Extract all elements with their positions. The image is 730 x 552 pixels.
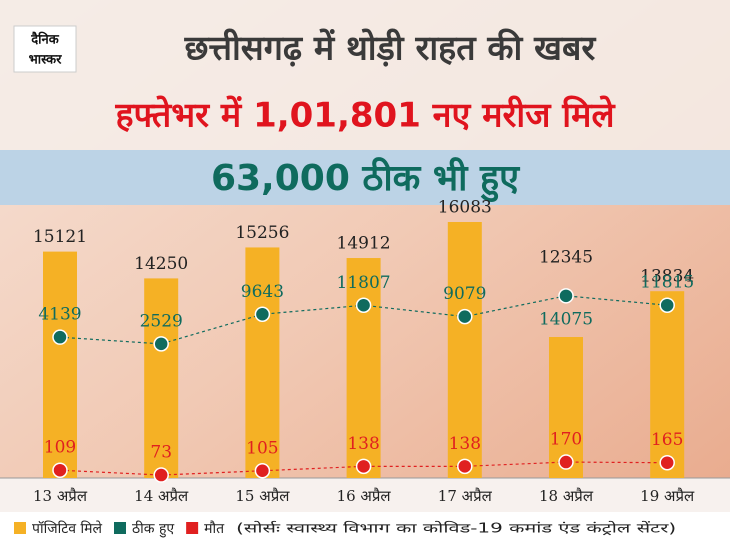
point [355, 297, 372, 314]
x-tick-label: 13 अप्रैल [33, 487, 88, 505]
chart-title: छत्तीसगढ़ में थोड़ी राहत की खबर [184, 28, 597, 69]
x-tick-label: 16 अप्रैल [337, 487, 392, 505]
point [52, 462, 68, 478]
annotation-band [0, 150, 730, 205]
point-value-label: 105 [246, 438, 278, 458]
point-value-label: 138 [347, 434, 379, 454]
point [457, 308, 473, 325]
point [659, 297, 675, 313]
point [153, 336, 169, 352]
legend-label: पॉजिटिव मिले [32, 520, 103, 537]
point-value-label: 11807 [337, 273, 391, 293]
legend: पॉजिटिव मिले ठीक हुए मौत (सोर्सः स्वास्थ्य … [14, 520, 676, 538]
bar [245, 247, 280, 478]
legend-swatch [186, 522, 199, 534]
bar [447, 222, 482, 478]
bar-value-label: 15256 [235, 223, 289, 243]
bar [43, 251, 77, 478]
point-value-label: 165 [651, 430, 683, 450]
x-tick-label: 19 अप्रैल [640, 487, 695, 505]
annotation: 63,000 ठीक भी हुए [211, 157, 521, 202]
source: (सोर्सः स्वास्थ्य विभाग का कोविड-19 कमां… [236, 521, 676, 537]
logo-text: भास्कर [29, 53, 63, 68]
x-tick-label: 18 अप्रैल [539, 487, 594, 505]
bar [650, 291, 685, 478]
bar-value-label: 16083 [438, 198, 492, 218]
point [558, 288, 574, 304]
legend-label: मौत [204, 520, 225, 537]
point-value-label: 138 [449, 434, 481, 454]
x-tick-label: 14 अप्रैल [134, 487, 189, 505]
point-value-label: 11815 [640, 273, 694, 293]
point-value-label: 73 [150, 443, 172, 463]
legend-label: ठीक हुए [132, 520, 174, 538]
point [355, 458, 372, 475]
logo [13, 25, 77, 73]
logo-text: दैनिक [30, 32, 59, 48]
point-value-label: 14075 [539, 309, 593, 329]
point-value-label: 170 [550, 430, 582, 450]
bar-value-label: 15121 [33, 227, 87, 247]
legend-swatch [114, 522, 126, 534]
axis-band [0, 478, 730, 512]
point-value-label: 9079 [443, 284, 486, 304]
chart-subtitle: हफ्तेभर में 1,01,801 नए मरीज मिले [115, 95, 617, 136]
x-tick-label: 15 अप्रैल [235, 487, 290, 505]
legend-swatch [14, 522, 26, 534]
point [52, 329, 68, 345]
bar-value-label: 13834 [640, 267, 694, 287]
point-value-label: 9643 [241, 282, 284, 302]
point [254, 463, 271, 479]
bar [144, 278, 179, 478]
point [153, 467, 169, 483]
bar [346, 258, 381, 478]
point [659, 454, 675, 471]
plot: 13 अप्रैल 14 अप्रैल 15 अप्रैल 16 अप्रैल 17 अ… [33, 198, 695, 506]
x-tick-label: 17 अप्रैल [438, 487, 493, 505]
bar-value-label: 14912 [337, 234, 391, 254]
bar-value-label: 14250 [134, 254, 188, 274]
point-value-label: 109 [44, 438, 76, 458]
point-value-label: 2529 [140, 311, 183, 331]
bar-value-label: 12345 [539, 247, 593, 267]
point [457, 458, 473, 475]
point [254, 306, 271, 323]
point [558, 454, 574, 470]
point-value-label: 4139 [38, 305, 81, 325]
